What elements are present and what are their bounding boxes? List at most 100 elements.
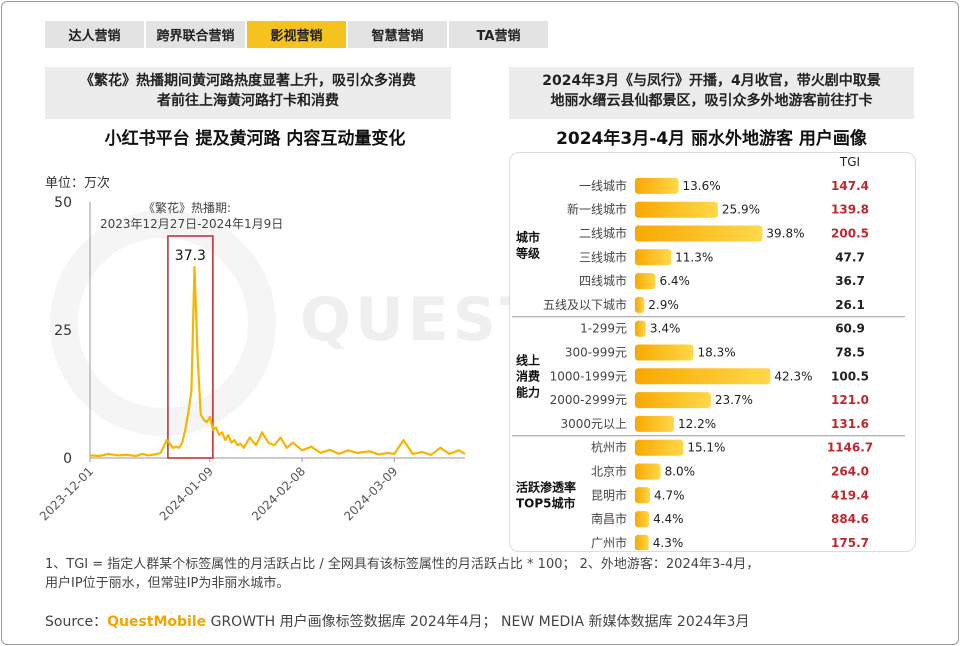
y-axis-unit: 单位：万次 — [45, 176, 111, 191]
category-label: 三线城市 — [579, 249, 627, 264]
tgi-value: 1146.7 — [827, 441, 873, 455]
footnote-line2: 用户IP位于丽水，但常驻IP为非丽水城市。 — [45, 576, 290, 591]
x-tick-label: 2024-03-09 — [341, 464, 400, 523]
bar-value-label: 4.7% — [654, 488, 685, 502]
bar-value-label: 8.0% — [665, 465, 696, 479]
category-label: 四线城市 — [579, 273, 627, 288]
category-label: 一线城市 — [579, 178, 627, 193]
peak-value-label: 37.3 — [175, 248, 206, 264]
category-label: 昆明市 — [591, 487, 627, 502]
right-banner-line1: 2024年3月《与凤行》开播，4月收官，带火剧中取景 — [542, 73, 881, 89]
bar — [635, 177, 679, 194]
footnote-line1: 1、TGI = 指定人群某个标签属性的月活跃占比 / 全网具有该标签属性的月活跃… — [45, 557, 760, 572]
y-tick-label: 50 — [54, 195, 72, 211]
group-label: 线上 — [516, 352, 540, 367]
bar-value-label: 3.4% — [650, 322, 681, 336]
y-tick-label: 0 — [63, 451, 72, 467]
category-label: 新一线城市 — [567, 202, 627, 217]
right-banner-line2: 地丽水缙云县仙都景区，吸引众多外地游客前往打卡 — [550, 93, 873, 109]
group-label: 活跃渗透率 — [516, 479, 576, 494]
bar-value-label: 25.9% — [722, 203, 760, 217]
group-label: 消费 — [516, 368, 540, 383]
left-banner-line2: 者前往上海黄河路打卡和消费 — [157, 93, 339, 109]
bar-value-label: 42.3% — [774, 369, 812, 383]
group-label: 能力 — [516, 384, 540, 399]
bar — [635, 463, 661, 480]
bar-value-label: 11.3% — [675, 250, 713, 264]
bar — [635, 511, 650, 528]
tgi-value: 121.0 — [831, 393, 869, 407]
tgi-value: 78.5 — [835, 346, 865, 360]
category-label: 1-299元 — [580, 322, 627, 336]
tab-film-tv-marketing[interactable]: 影视营销 — [247, 21, 346, 48]
tgi-value: 200.5 — [831, 227, 869, 241]
right-chart-title: 2024年3月-4月 丽水外地游客 用户画像 — [556, 129, 867, 149]
bar — [635, 320, 646, 337]
bar-value-label: 4.4% — [653, 512, 684, 526]
bar — [635, 201, 718, 218]
tab-influencer-marketing[interactable]: 达人营销 — [45, 21, 144, 48]
x-tick-label: 2024-02-08 — [249, 464, 308, 523]
bar-value-label: 4.3% — [653, 536, 684, 550]
category-label: 杭州市 — [591, 440, 627, 455]
group-label: 城市 — [516, 229, 540, 244]
airing-period-dates: 2023年12月27日-2024年1月9日 — [100, 217, 283, 231]
source-text: GROWTH 用户画像标签数据库 2024年4月； NEW MEDIA 新媒体数… — [206, 614, 750, 630]
tgi-value: 60.9 — [835, 322, 865, 336]
bar-value-label: 23.7% — [715, 393, 753, 407]
interaction-volume-line — [89, 265, 466, 458]
category-label: 300-999元 — [565, 346, 627, 360]
category-label: 3000元以上 — [560, 417, 627, 431]
line-chart: 0 25 50 2023-12-01 2024-01-09 2024-02-08 2024-… — [37, 195, 466, 523]
bar — [635, 415, 675, 432]
bar — [635, 249, 672, 266]
category-label: 广州市 — [591, 535, 627, 550]
bar — [635, 392, 711, 409]
tgi-value: 100.5 — [831, 369, 869, 383]
source-prefix: Source： — [45, 614, 108, 630]
bar-value-label: 18.3% — [698, 346, 736, 360]
bar-value-label: 6.4% — [659, 274, 690, 288]
tab-crossover-marketing[interactable]: 跨界联合营销 — [146, 21, 245, 48]
tab-smart-marketing[interactable]: 智慧营销 — [348, 21, 447, 48]
group-label: TOP5城市 — [516, 495, 576, 510]
tgi-value: 139.8 — [831, 203, 869, 217]
user-profile-panel — [509, 152, 916, 552]
tgi-header: TGI — [839, 155, 860, 169]
bar — [635, 273, 656, 290]
source-line: Source：QuestMobile GROWTH 用户画像标签数据库 2024… — [45, 611, 749, 631]
bar — [635, 487, 651, 504]
tgi-value: 47.7 — [835, 250, 865, 264]
left-chart-title: 小红书平台 提及黄河路 内容互动量变化 — [104, 129, 406, 149]
category-label: 五线及以下城市 — [543, 297, 627, 312]
tgi-value: 264.0 — [831, 465, 869, 479]
source-brand: QuestMobile — [107, 614, 207, 630]
bar-value-label: 39.8% — [766, 227, 804, 241]
bar-value-label: 13.6% — [683, 179, 721, 193]
left-banner: 《繁花》热播期间黄河路热度显著上升，吸引众多消费 者前往上海黄河路打卡和消费 — [45, 67, 451, 119]
bar — [635, 439, 684, 456]
tgi-value: 884.6 — [831, 512, 869, 526]
tgi-value: 26.1 — [835, 298, 865, 312]
tgi-value: 147.4 — [831, 179, 869, 193]
user-profile-bar-chart: TGI 一线城市 13.6% 147.4 新一线城市 25.9% 139.8 二线城市 39.8… — [512, 155, 905, 550]
tab-bar: 达人营销 跨界联合营销 影视营销 智慧营销 TA营销 — [45, 21, 550, 48]
tgi-value: 175.7 — [831, 536, 869, 550]
tab-ta-marketing[interactable]: TA营销 — [449, 21, 548, 48]
x-tick-label: 2024-01-09 — [157, 464, 216, 523]
category-label: 1000-1999元 — [550, 369, 627, 383]
left-banner-line1: 《繁花》热播期间黄河路热度显著上升，吸引众多消费 — [80, 73, 416, 89]
tgi-value: 36.7 — [835, 274, 865, 288]
x-tick-label: 2023-12-01 — [37, 464, 96, 523]
category-label: 2000-2999元 — [550, 393, 627, 407]
bar-value-label: 2.9% — [648, 298, 679, 312]
bar — [635, 225, 763, 242]
tgi-value: 131.6 — [831, 417, 869, 431]
footnotes: 1、TGI = 指定人群某个标签属性的月活跃占比 / 全网具有该标签属性的月活跃… — [45, 555, 915, 593]
category-label: 二线城市 — [579, 226, 627, 241]
tgi-value: 419.4 — [831, 488, 869, 502]
category-label: 南昌市 — [591, 511, 627, 526]
bar — [635, 296, 645, 313]
bar — [635, 368, 771, 385]
bar — [635, 344, 694, 361]
